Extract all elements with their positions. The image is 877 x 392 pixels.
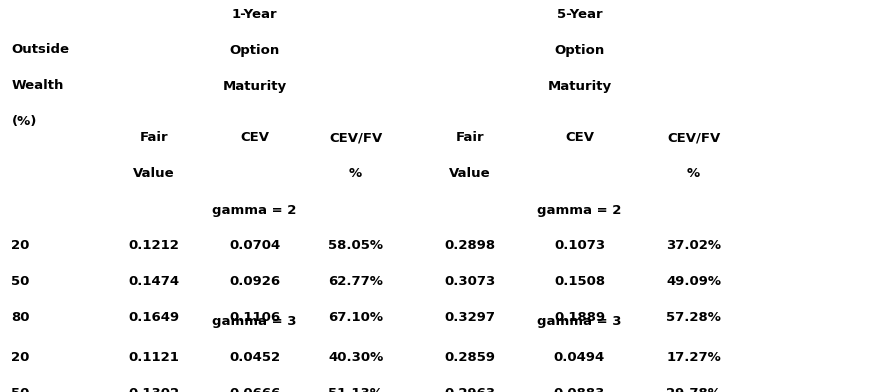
- Text: 0.1649: 0.1649: [128, 311, 179, 324]
- Text: 57.28%: 57.28%: [666, 311, 720, 324]
- Text: CEV: CEV: [239, 131, 269, 144]
- Text: 0.1302: 0.1302: [128, 387, 179, 392]
- Text: 51.13%: 51.13%: [328, 387, 382, 392]
- Text: (%): (%): [11, 115, 37, 128]
- Text: 0.0452: 0.0452: [229, 350, 280, 364]
- Text: 0.2963: 0.2963: [444, 387, 495, 392]
- Text: Outside: Outside: [11, 43, 69, 56]
- Text: CEV/FV: CEV/FV: [329, 131, 381, 144]
- Text: gamma = 3: gamma = 3: [537, 315, 621, 328]
- Text: 50: 50: [11, 275, 30, 288]
- Text: 0.1121: 0.1121: [128, 350, 179, 364]
- Text: 0.0883: 0.0883: [553, 387, 604, 392]
- Text: Fair: Fair: [139, 131, 168, 144]
- Text: 0.0704: 0.0704: [229, 239, 280, 252]
- Text: Fair: Fair: [455, 131, 483, 144]
- Text: 58.05%: 58.05%: [328, 239, 382, 252]
- Text: Option: Option: [553, 44, 604, 57]
- Text: 20: 20: [11, 239, 30, 252]
- Text: Wealth: Wealth: [11, 79, 64, 92]
- Text: 0.0494: 0.0494: [553, 350, 604, 364]
- Text: 0.1073: 0.1073: [553, 239, 604, 252]
- Text: 50: 50: [11, 387, 30, 392]
- Text: 1-Year: 1-Year: [232, 7, 277, 21]
- Text: 62.77%: 62.77%: [328, 275, 382, 288]
- Text: Maturity: Maturity: [546, 80, 611, 93]
- Text: 5-Year: 5-Year: [556, 7, 602, 21]
- Text: 20: 20: [11, 350, 30, 364]
- Text: Maturity: Maturity: [222, 80, 287, 93]
- Text: 0.3073: 0.3073: [444, 275, 495, 288]
- Text: CEV/FV: CEV/FV: [667, 131, 719, 144]
- Text: 49.09%: 49.09%: [666, 275, 720, 288]
- Text: Value: Value: [448, 167, 490, 180]
- Text: 0.1106: 0.1106: [229, 311, 280, 324]
- Text: 29.78%: 29.78%: [666, 387, 720, 392]
- Text: %: %: [349, 167, 361, 180]
- Text: 67.10%: 67.10%: [328, 311, 382, 324]
- Text: 0.0926: 0.0926: [229, 275, 280, 288]
- Text: 0.1212: 0.1212: [128, 239, 179, 252]
- Text: CEV: CEV: [564, 131, 594, 144]
- Text: gamma = 2: gamma = 2: [212, 203, 296, 217]
- Text: gamma = 2: gamma = 2: [537, 203, 621, 217]
- Text: Value: Value: [132, 167, 175, 180]
- Text: 0.1889: 0.1889: [553, 311, 604, 324]
- Text: %: %: [687, 167, 699, 180]
- Text: 0.1508: 0.1508: [553, 275, 604, 288]
- Text: 40.30%: 40.30%: [328, 350, 382, 364]
- Text: gamma = 3: gamma = 3: [212, 315, 296, 328]
- Text: 0.2859: 0.2859: [444, 350, 495, 364]
- Text: 80: 80: [11, 311, 30, 324]
- Text: 0.2898: 0.2898: [444, 239, 495, 252]
- Text: 37.02%: 37.02%: [666, 239, 720, 252]
- Text: 0.3297: 0.3297: [444, 311, 495, 324]
- Text: 17.27%: 17.27%: [666, 350, 720, 364]
- Text: 0.0666: 0.0666: [229, 387, 280, 392]
- Text: Option: Option: [229, 44, 280, 57]
- Text: 0.1474: 0.1474: [128, 275, 179, 288]
